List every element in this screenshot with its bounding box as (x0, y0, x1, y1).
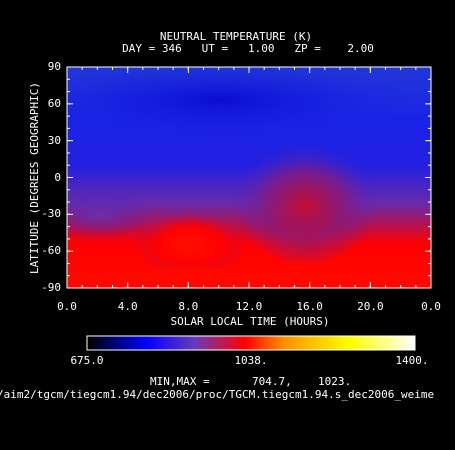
colorbar (86, 335, 416, 351)
x-tick-label: 0.0 (421, 300, 441, 313)
colorbar-min-label: 675.0 (70, 354, 104, 367)
colorbar-max-label: 1400. (395, 354, 429, 367)
x-tick-label: 20.0 (357, 300, 384, 313)
x-axis-label: SOLAR LOCAL TIME (HOURS) (170, 315, 330, 328)
x-tick-label: 8.0 (178, 300, 199, 313)
y-tick-label: -90 (41, 281, 62, 294)
file-path: /aim2/tgcm/tiegcm1.94/dec2006/proc/TGCM.… (0, 388, 435, 401)
y-tick-label: 90 (47, 60, 62, 73)
colorbar-mid-label: 1038. (234, 354, 268, 367)
violet-region-left (67, 193, 155, 237)
axis-ticks (66, 66, 432, 289)
x-tick-label: 16.0 (296, 300, 323, 313)
y-tick-label: -30 (41, 207, 62, 221)
min-value: 704.7, (252, 375, 292, 388)
y-tick-label: -60 (41, 244, 62, 258)
heatmap-field (67, 67, 431, 288)
minmax-label: MIN,MAX = (150, 375, 210, 388)
y-axis-label: LATITUDE (DEGREES GEOGRAPHIC) (28, 81, 41, 275)
warm-region (233, 145, 377, 265)
chart-title: NEUTRAL TEMPERATURE (K) (159, 30, 313, 43)
y-tick-label: 0 (54, 170, 62, 184)
x-tick-label: 4.0 (117, 300, 138, 313)
x-tick-label: 0.0 (57, 300, 77, 313)
y-tick-label: 30 (47, 133, 62, 147)
cold-region-north (67, 67, 410, 138)
max-value: 1023. (318, 375, 352, 388)
chart-subtitle: DAY = 346 UT = 1.00 ZP = 2.00 (122, 42, 374, 55)
hot-spot-southern (135, 213, 245, 277)
x-tick-label: 12.0 (235, 300, 263, 313)
y-tick-label: 60 (47, 96, 62, 110)
file-path-container: /aim2/tgcm/tiegcm1.94/dec2006/proc/TGCM.… (0, 388, 455, 402)
